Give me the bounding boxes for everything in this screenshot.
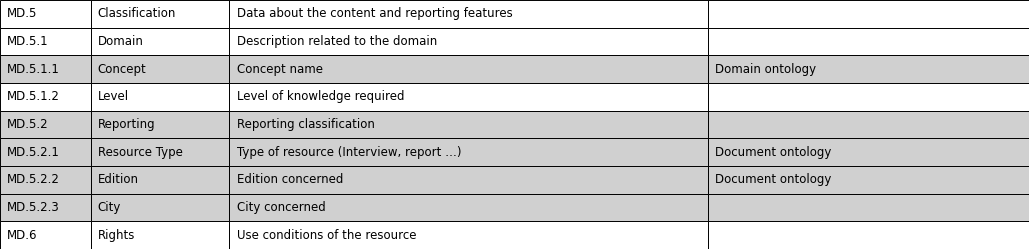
Text: Reporting: Reporting <box>98 118 155 131</box>
Bar <box>91 166 229 194</box>
Bar <box>91 221 229 249</box>
Text: Level: Level <box>98 90 129 103</box>
Text: MD.5.1: MD.5.1 <box>7 35 48 48</box>
Text: Use conditions of the resource: Use conditions of the resource <box>237 229 416 242</box>
Text: City concerned: City concerned <box>237 201 325 214</box>
Text: Concept: Concept <box>98 63 146 76</box>
Bar <box>708 111 1029 138</box>
Bar <box>229 83 708 111</box>
Bar <box>91 0 229 28</box>
Bar <box>229 28 708 55</box>
Text: Edition: Edition <box>98 173 139 186</box>
Bar <box>229 194 708 221</box>
Bar <box>708 28 1029 55</box>
Bar <box>0 194 91 221</box>
Bar <box>229 55 708 83</box>
Bar <box>229 138 708 166</box>
Text: MD.5.2.2: MD.5.2.2 <box>7 173 60 186</box>
Bar <box>91 28 229 55</box>
Text: Resource Type: Resource Type <box>98 146 182 159</box>
Bar <box>0 0 91 28</box>
Text: MD.6: MD.6 <box>7 229 38 242</box>
Bar <box>229 166 708 194</box>
Bar <box>91 194 229 221</box>
Text: Document ontology: Document ontology <box>715 173 831 186</box>
Text: Data about the content and reporting features: Data about the content and reporting fea… <box>237 7 512 20</box>
Bar <box>91 111 229 138</box>
Text: Domain ontology: Domain ontology <box>715 63 816 76</box>
Bar <box>91 55 229 83</box>
Bar <box>91 138 229 166</box>
Bar <box>229 0 708 28</box>
Text: MD.5.1.2: MD.5.1.2 <box>7 90 60 103</box>
Text: Concept name: Concept name <box>237 63 323 76</box>
Bar <box>0 166 91 194</box>
Bar <box>0 83 91 111</box>
Text: MD.5.2.1: MD.5.2.1 <box>7 146 60 159</box>
Bar <box>91 83 229 111</box>
Bar <box>708 0 1029 28</box>
Text: Domain: Domain <box>98 35 144 48</box>
Text: MD.5.1.1: MD.5.1.1 <box>7 63 60 76</box>
Text: Edition concerned: Edition concerned <box>237 173 343 186</box>
Text: City: City <box>98 201 121 214</box>
Text: Rights: Rights <box>98 229 135 242</box>
Bar <box>708 194 1029 221</box>
Text: Description related to the domain: Description related to the domain <box>237 35 437 48</box>
Text: MD.5.2.3: MD.5.2.3 <box>7 201 60 214</box>
Bar <box>229 111 708 138</box>
Bar <box>708 83 1029 111</box>
Text: MD.5.2: MD.5.2 <box>7 118 48 131</box>
Text: Type of resource (Interview, report …): Type of resource (Interview, report …) <box>237 146 461 159</box>
Bar <box>0 28 91 55</box>
Text: Classification: Classification <box>98 7 176 20</box>
Bar <box>708 55 1029 83</box>
Text: MD.5: MD.5 <box>7 7 38 20</box>
Text: Level of knowledge required: Level of knowledge required <box>237 90 404 103</box>
Bar <box>0 55 91 83</box>
Bar <box>0 138 91 166</box>
Text: Reporting classification: Reporting classification <box>237 118 375 131</box>
Bar <box>0 111 91 138</box>
Bar <box>229 221 708 249</box>
Bar <box>708 166 1029 194</box>
Bar <box>708 138 1029 166</box>
Bar <box>0 221 91 249</box>
Text: Document ontology: Document ontology <box>715 146 831 159</box>
Bar <box>708 221 1029 249</box>
